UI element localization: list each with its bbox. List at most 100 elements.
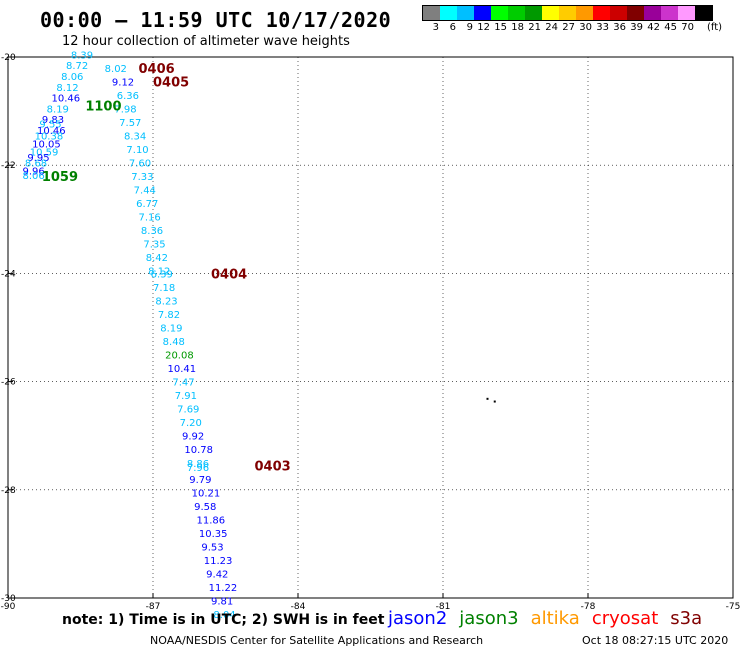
swh-reading: 7.33 xyxy=(131,172,153,183)
header-title: 00:00 – 11:59 UTC 10/17/2020 xyxy=(40,8,392,32)
swh-reading: 9.92 xyxy=(182,432,204,443)
swh-reading: 8.04 xyxy=(213,610,235,621)
swh-reading: 7.91 xyxy=(175,391,197,402)
swh-reading: 8.48 xyxy=(163,337,185,348)
legend-swatch xyxy=(610,6,627,20)
swh-reading: 7.96 xyxy=(187,463,209,474)
pass-time-label: 0405 xyxy=(153,75,189,90)
legend-swatch xyxy=(661,6,678,20)
map-frame xyxy=(7,56,734,599)
pass-time-label: 1100 xyxy=(85,100,121,115)
swh-reading: 8.23 xyxy=(155,296,177,307)
legend-swatch xyxy=(576,6,593,20)
swh-reading: 8.34 xyxy=(124,131,146,142)
point-marker xyxy=(486,397,489,400)
legend-swatch xyxy=(542,6,559,20)
lat-tick-label: -28 xyxy=(1,486,16,496)
legend-swatch-label: 39 xyxy=(630,22,643,33)
legend-swatch-label: 24 xyxy=(545,22,558,33)
swh-reading: 8.36 xyxy=(141,226,163,237)
satellite-legend-item: jason3 xyxy=(459,608,519,629)
legend-swatch-label: 33 xyxy=(596,22,609,33)
swh-reading: 9.55 xyxy=(39,120,61,131)
swh-reading: 8.12 xyxy=(56,83,78,94)
footer-timestamp: Oct 18 08:27:15 UTC 2020 xyxy=(582,634,729,647)
swh-reading: 9.42 xyxy=(206,570,228,581)
swh-reading: 6.77 xyxy=(136,199,158,210)
lat-tick-label: -22 xyxy=(1,161,16,171)
legend-swatch-label: 12 xyxy=(477,22,490,33)
wave-height-legend: 3 6 9 12 15 18 21 24 27 30 33 36 39 42 45 70 (ft) xyxy=(422,5,736,37)
swh-reading: 10.38 xyxy=(35,131,64,142)
swh-reading: 8.19 xyxy=(47,104,69,115)
footer-note: note: 1) Time is in UTC; 2) SWH is in fe… xyxy=(62,612,385,628)
satellite-legend: jason2 jason3 altika cryosat s3a xyxy=(388,608,702,629)
swh-reading: 8.02 xyxy=(105,64,127,75)
legend-swatch-label: 42 xyxy=(647,22,660,33)
lat-tick-label: -26 xyxy=(1,378,16,388)
legend-swatch-label: 36 xyxy=(613,22,626,33)
legend-swatch xyxy=(695,6,712,20)
legend-swatch xyxy=(678,6,695,20)
lon-tick-label: -78 xyxy=(581,602,596,612)
legend-swatch-label: 21 xyxy=(528,22,541,33)
legend-swatch xyxy=(440,6,457,20)
legend-swatch-label: 6 xyxy=(449,22,456,33)
legend-swatch xyxy=(491,6,508,20)
lon-tick-label: -75 xyxy=(726,602,740,612)
swh-reading: 7.44 xyxy=(134,186,156,197)
swh-reading: 8.12 xyxy=(148,267,170,278)
swh-reading: 8.39 xyxy=(71,50,93,61)
swh-reading: 10.78 xyxy=(184,445,213,456)
legend-swatch xyxy=(508,6,525,20)
legend-swatch xyxy=(457,6,474,20)
legend-swatch-label: 27 xyxy=(562,22,575,33)
legend-swatch-label: 70 xyxy=(681,22,694,33)
swh-reading: 7.82 xyxy=(158,310,180,321)
legend-swatch xyxy=(474,6,491,20)
legend-labels: 3 6 9 12 15 18 21 24 27 30 33 36 39 42 45 70 xyxy=(422,22,711,33)
legend-swatch-label: 30 xyxy=(579,22,592,33)
legend-swatch xyxy=(525,6,542,20)
swh-reading: 8.72 xyxy=(66,61,88,72)
legend-swatch-label: 18 xyxy=(511,22,524,33)
footer-credit: NOAA/NESDIS Center for Satellite Applica… xyxy=(150,634,484,647)
swh-reading: 9.95 xyxy=(27,153,49,164)
pass-time-label: 0404 xyxy=(211,267,247,282)
legend-swatch-label: 15 xyxy=(494,22,507,33)
swh-reading: 8.86 xyxy=(187,459,209,470)
satellite-legend-item: altika xyxy=(530,608,580,629)
swh-reading: 9.81 xyxy=(211,597,233,608)
swh-reading: 11.86 xyxy=(197,516,226,527)
legend-swatches xyxy=(422,5,713,21)
lon-tick-label: -84 xyxy=(291,602,306,612)
swh-reading: 7.69 xyxy=(177,405,199,416)
swh-reading: 8.06 xyxy=(61,72,83,83)
swh-reading: 8.06 xyxy=(23,171,45,182)
legend-swatch xyxy=(627,6,644,20)
satellite-legend-item: s3a xyxy=(670,608,703,629)
swh-reading: 9.58 xyxy=(194,502,216,513)
swh-reading: 7.16 xyxy=(139,213,161,224)
swh-reading: 8.42 xyxy=(146,253,168,264)
swh-reading: 9.53 xyxy=(201,543,223,554)
legend-swatch xyxy=(423,6,440,20)
satellite-legend-item: jason2 xyxy=(388,608,448,629)
swh-reading: 9.12 xyxy=(112,77,134,88)
swh-reading: 8.19 xyxy=(160,324,182,335)
swh-reading: 8.68 xyxy=(25,158,47,169)
swh-reading: 7.35 xyxy=(143,240,165,251)
satellite-legend-item: cryosat xyxy=(591,608,659,629)
lon-tick-label: -87 xyxy=(146,602,161,612)
swh-reading: 11.23 xyxy=(204,556,233,567)
swh-reading: 10.05 xyxy=(32,140,61,151)
swh-reading: 10.35 xyxy=(199,529,228,540)
swh-reading: 10.21 xyxy=(192,489,221,500)
header-subtitle: 12 hour collection of altimeter wave hei… xyxy=(62,34,350,49)
swh-reading: 7.47 xyxy=(172,378,194,389)
legend-swatch xyxy=(644,6,661,20)
swh-reading: 7.18 xyxy=(153,283,175,294)
legend-swatch xyxy=(559,6,576,20)
lat-tick-label: -20 xyxy=(1,53,16,63)
swh-reading: 11.22 xyxy=(209,583,238,594)
